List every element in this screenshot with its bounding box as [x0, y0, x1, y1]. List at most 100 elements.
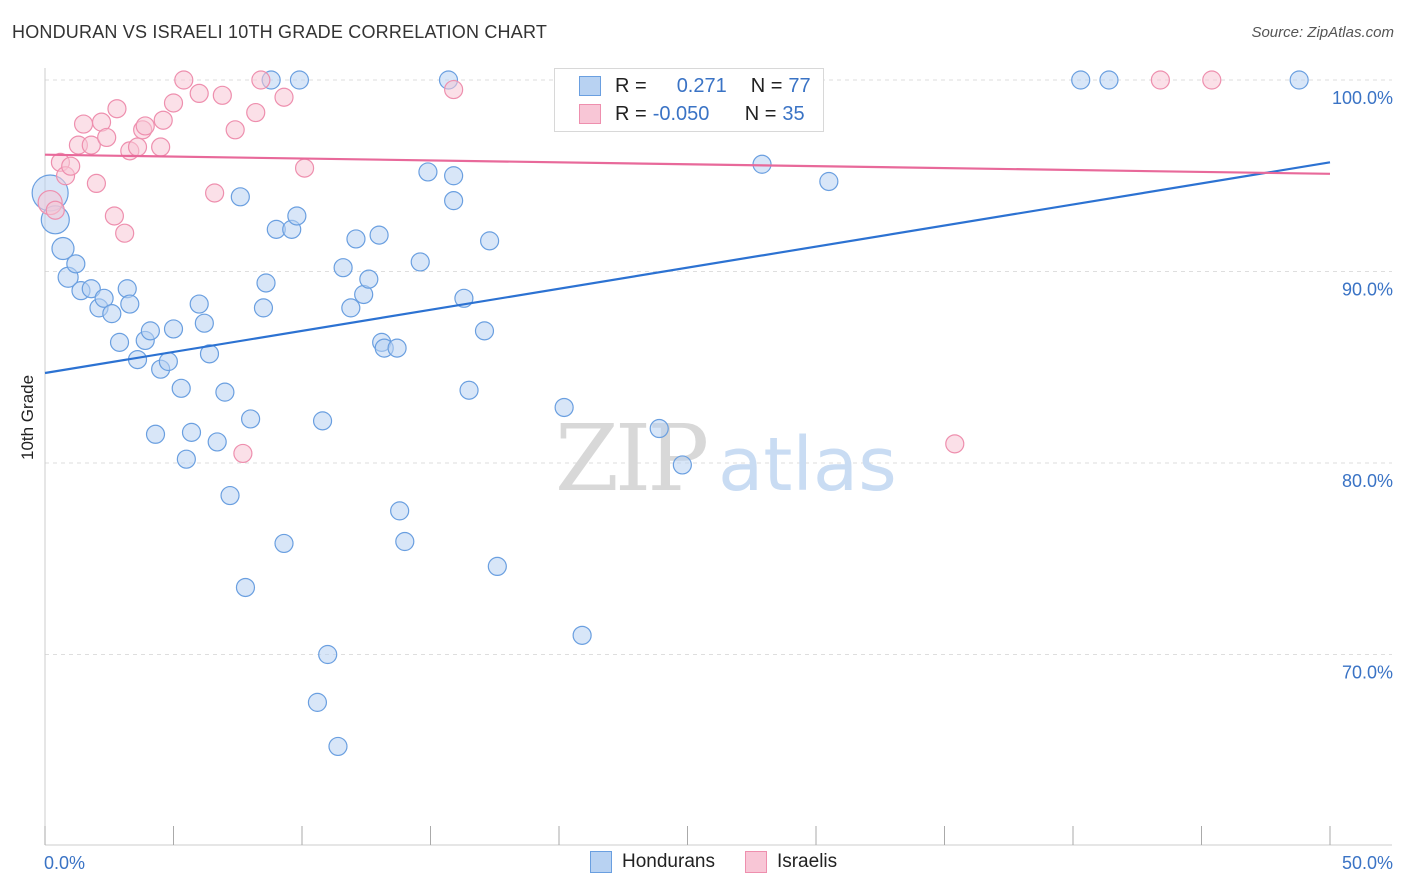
honduran-point — [215, 382, 235, 402]
israeli-point — [294, 158, 315, 178]
honduran-point — [109, 332, 130, 352]
israelis-points — [37, 70, 1222, 464]
honduran-point — [444, 191, 464, 211]
honduran-point — [287, 206, 307, 226]
honduran-point — [410, 252, 430, 272]
legend-n-value: 77 — [788, 74, 811, 97]
honduran-point — [256, 273, 276, 293]
israeli-point — [115, 223, 135, 243]
honduran-point — [312, 411, 333, 431]
israeli-point — [225, 120, 245, 140]
honduran-point — [572, 625, 592, 645]
honduran-point — [459, 380, 479, 400]
israeli-point — [251, 70, 271, 90]
honduran-point — [341, 298, 361, 318]
legend-item-hondurans: Hondurans — [590, 851, 715, 873]
watermark: ZIP atlas — [555, 405, 897, 512]
honduran-point — [672, 455, 692, 475]
legend-swatch-hondurans — [590, 851, 612, 873]
x-tick-label: 50.0% — [1342, 853, 1393, 873]
series-legend: Hondurans Israelis — [590, 851, 867, 873]
honduran-point — [346, 229, 366, 249]
honduran-point — [220, 485, 240, 506]
legend-r-label: R = — [615, 74, 647, 97]
honduran-point — [390, 501, 410, 521]
honduran-point — [1071, 70, 1091, 90]
honduran-point — [241, 409, 261, 429]
honduran-point — [81, 279, 101, 299]
israeli-point — [61, 156, 81, 176]
israeli-point — [97, 127, 117, 148]
honduran-point — [333, 258, 353, 278]
israeli-point — [1202, 70, 1222, 90]
honduran-point — [189, 294, 209, 314]
honduran-point — [230, 187, 250, 207]
honduran-point — [1289, 70, 1309, 90]
honduran-point — [207, 432, 227, 452]
israeli-point — [233, 443, 253, 464]
israeli-point — [86, 173, 107, 194]
honduran-point — [176, 449, 196, 469]
watermark-atlas: atlas — [718, 422, 897, 508]
honduran-point — [418, 162, 438, 182]
israeli-trend-line — [44, 153, 1331, 175]
y-tick-label: 80.0% — [1342, 471, 1393, 491]
stats-legend: R = 0.271 N = 77 R = -0.050 N = 35 — [554, 68, 824, 132]
chart-title: HONDURAN VS ISRAELI 10TH GRADE CORRELATI… — [12, 22, 548, 42]
honduran-point — [181, 422, 202, 442]
legend-item-israelis: Israelis — [744, 851, 837, 873]
israeli-point — [174, 70, 194, 90]
x-tick-label: 0.0% — [44, 853, 85, 873]
axes — [44, 68, 1392, 846]
legend-row-israelis: R = -0.050 N = 35 — [579, 101, 805, 127]
honduran-point — [359, 269, 379, 289]
honduran-point — [199, 344, 220, 364]
gridlines — [45, 79, 1392, 655]
honduran-point — [649, 418, 669, 439]
honduran-point — [387, 338, 407, 358]
legend-r-value: 0.271 — [676, 74, 727, 97]
israeli-point — [163, 93, 184, 113]
legend-r-value: -0.050 — [652, 102, 710, 125]
israeli-point — [212, 85, 232, 105]
israeli-point — [135, 116, 155, 136]
legend-n-value: 35 — [782, 102, 805, 125]
israeli-point — [127, 137, 148, 157]
honduran-point — [444, 166, 464, 186]
honduran-point — [328, 736, 348, 757]
y-tick-label: 70.0% — [1342, 663, 1393, 683]
honduran-trend-line — [44, 161, 1331, 375]
tick-labels: 70.0% 80.0% 90.0% 100.0% 0.0% 50.0% — [44, 88, 1393, 873]
honduran-point — [171, 378, 191, 398]
honduran-point — [369, 225, 389, 245]
honduran-point — [51, 236, 75, 261]
legend-label-hondurans: Hondurans — [622, 851, 715, 872]
honduran-point — [194, 313, 214, 333]
honduran-point — [94, 288, 114, 308]
israeli-point — [246, 102, 266, 123]
israeli-point — [151, 137, 171, 157]
honduran-point — [1099, 70, 1119, 90]
honduran-point — [158, 351, 178, 372]
israeli-point — [189, 83, 209, 104]
legend-swatch-hondurans — [579, 76, 601, 96]
honduran-point — [487, 556, 507, 577]
israeli-point — [81, 135, 101, 155]
honduran-point — [66, 254, 86, 274]
legend-n-label: N = — [744, 102, 777, 125]
israeli-point — [1150, 70, 1170, 90]
israeli-point — [73, 114, 94, 134]
honduran-point — [145, 424, 166, 444]
legend-swatch-israelis — [579, 104, 601, 124]
israeli-point — [45, 200, 65, 220]
israeli-point — [153, 110, 173, 130]
trend-lines — [44, 153, 1331, 375]
honduran-point — [819, 171, 839, 192]
y-tick-label: 100.0% — [1332, 88, 1393, 108]
israeli-point — [107, 99, 127, 119]
honduran-point — [274, 533, 294, 554]
honduran-point — [480, 231, 500, 251]
honduran-point — [163, 319, 184, 339]
israeli-point — [205, 183, 225, 203]
